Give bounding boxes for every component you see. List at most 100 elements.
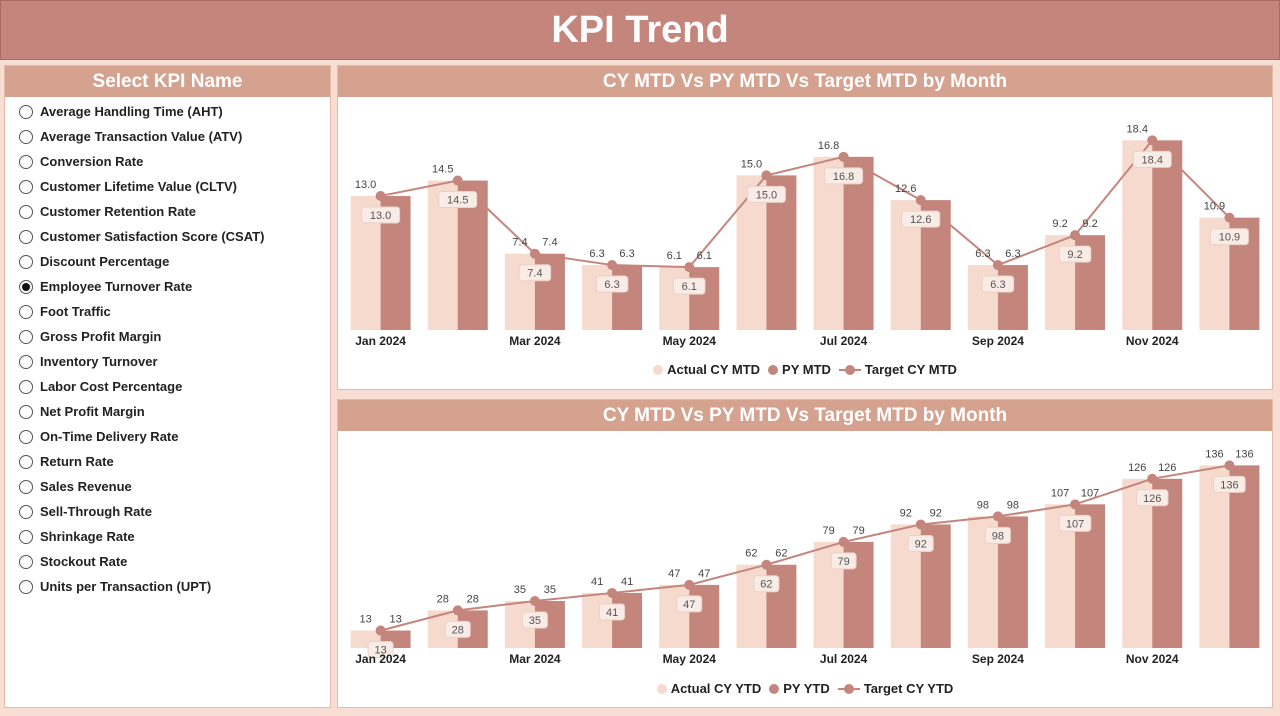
radio-button[interactable] [19, 254, 33, 269]
radio-button[interactable] [19, 279, 33, 294]
ytd-chart-panel: CY MTD Vs PY MTD Vs Target MTD by Month … [337, 399, 1273, 708]
bar-actual [659, 267, 690, 330]
data-label-target: 13.0 [370, 210, 391, 222]
kpi-option-label: Inventory Turnover [40, 354, 158, 369]
radio-button[interactable] [19, 204, 33, 219]
kpi-option[interactable]: Sales Revenue [5, 474, 330, 499]
data-label-py: 9.2 [1082, 218, 1097, 230]
data-label-py: 47 [698, 568, 710, 580]
data-label-target: 9.2 [1067, 249, 1082, 261]
radio-button[interactable] [19, 229, 33, 244]
x-tick-label: Sep 2024 [972, 334, 1024, 348]
x-tick-label: Jul 2024 [820, 652, 868, 666]
target-label-box [981, 275, 1015, 293]
kpi-option-label: Foot Traffic [40, 304, 111, 319]
kpi-option[interactable]: Inventory Turnover [5, 349, 330, 374]
data-label-actual: 62 [745, 548, 757, 560]
target-label-box [1209, 228, 1249, 246]
kpi-option[interactable]: Average Handling Time (AHT) [5, 99, 330, 124]
data-label-py: 79 [852, 525, 864, 537]
data-label-actual: 92 [900, 507, 912, 519]
data-label-actual: 6.3 [975, 248, 990, 260]
kpi-option[interactable]: Gross Profit Margin [5, 324, 330, 349]
data-label-actual: 35 [514, 584, 526, 596]
target-point [375, 191, 386, 201]
data-label-py: 13 [389, 614, 401, 626]
kpi-option[interactable]: Return Rate [5, 449, 330, 474]
target-point [684, 262, 695, 273]
legend-item-py[interactable]: PY MTD [768, 362, 831, 377]
radio-button[interactable] [19, 354, 33, 369]
radio-button[interactable] [19, 429, 33, 444]
radio-button[interactable] [19, 404, 33, 419]
radio-button[interactable] [19, 179, 33, 194]
radio-button[interactable] [19, 504, 33, 519]
radio-button[interactable] [19, 554, 33, 569]
target-label-box [901, 210, 941, 228]
radio-button[interactable] [19, 129, 33, 144]
radio-button[interactable] [19, 579, 33, 594]
legend-swatch-py-ytd [769, 683, 780, 694]
target-label-box [595, 275, 629, 293]
kpi-option-label: Stockout Rate [40, 554, 128, 569]
x-tick-label: Jul 2024 [820, 334, 868, 348]
x-tick-label: Nov 2024 [1126, 334, 1179, 348]
kpi-option[interactable]: Units per Transaction (UPT) [5, 574, 330, 599]
target-point [1070, 230, 1081, 241]
radio-button[interactable] [19, 479, 33, 494]
radio-button[interactable] [19, 454, 33, 469]
data-label-py: 62 [775, 548, 787, 560]
target-point [607, 587, 618, 598]
bar-actual [967, 265, 998, 330]
radio-button[interactable] [19, 379, 33, 394]
kpi-option[interactable]: Employee Turnover Rate [5, 274, 330, 299]
target-label-box [1213, 475, 1246, 493]
legend-item-actual-ytd[interactable]: Actual CY YTD [656, 681, 761, 696]
kpi-option-label: Conversion Rate [40, 154, 144, 169]
kpi-option[interactable]: Discount Percentage [5, 249, 330, 274]
data-label-actual: 28 [437, 593, 449, 605]
radio-button[interactable] [19, 529, 33, 544]
target-point [915, 519, 926, 530]
radio-button[interactable] [19, 104, 33, 119]
kpi-option[interactable]: Conversion Rate [5, 149, 330, 174]
kpi-option[interactable]: Customer Satisfaction Score (CSAT) [5, 224, 330, 249]
kpi-option[interactable]: Customer Lifetime Value (CLTV) [5, 174, 330, 199]
data-label-actual: 16.8 [818, 140, 839, 152]
radio-button[interactable] [19, 329, 33, 344]
data-label-actual: 126 [1128, 462, 1146, 474]
kpi-option[interactable]: Shrinkage Rate [5, 524, 330, 549]
x-tick-label: Mar 2024 [509, 334, 561, 348]
kpi-option[interactable]: On-Time Delivery Rate [5, 424, 330, 449]
data-label-target: 47 [683, 599, 695, 611]
kpi-option[interactable]: Average Transaction Value (ATV) [5, 124, 330, 149]
legend-item-target[interactable]: Target CY MTD [838, 362, 957, 377]
data-label-target: 7.4 [527, 268, 542, 280]
kpi-option-label: Net Profit Margin [40, 404, 145, 419]
legend-item-py-ytd[interactable]: PY YTD [769, 681, 830, 696]
data-label-actual: 9.2 [1052, 218, 1067, 230]
data-label-py: 6.3 [619, 248, 634, 260]
data-label-target: 35 [529, 615, 541, 627]
mtd-chart: 13.0 13.0 Jan 2024 14.5 14.5 7.4 7.4 7.4 Mar 202… [350, 123, 1260, 348]
radio-button[interactable] [19, 304, 33, 319]
legend-item-actual[interactable]: Actual CY MTD [653, 362, 760, 377]
radio-button[interactable] [19, 154, 33, 169]
kpi-option-label: Average Transaction Value (ATV) [40, 129, 243, 144]
target-label-box [830, 552, 857, 570]
target-label-box [444, 620, 471, 638]
data-label-py: 107 [1081, 487, 1099, 499]
data-label-target: 92 [915, 538, 927, 550]
kpi-option[interactable]: Customer Retention Rate [5, 199, 330, 224]
kpi-option[interactable]: Foot Traffic [5, 299, 330, 324]
kpi-option[interactable]: Net Profit Margin [5, 399, 330, 424]
legend-item-target-ytd[interactable]: Target CY YTD [837, 681, 953, 696]
kpi-option[interactable]: Sell-Through Rate [5, 499, 330, 524]
kpi-option[interactable]: Stockout Rate [5, 549, 330, 574]
target-point [1147, 473, 1158, 484]
kpi-option[interactable]: Labor Cost Percentage [5, 374, 330, 399]
data-label-py: 28 [467, 593, 479, 605]
x-tick-label: May 2024 [663, 334, 717, 348]
bar-actual [659, 584, 690, 648]
